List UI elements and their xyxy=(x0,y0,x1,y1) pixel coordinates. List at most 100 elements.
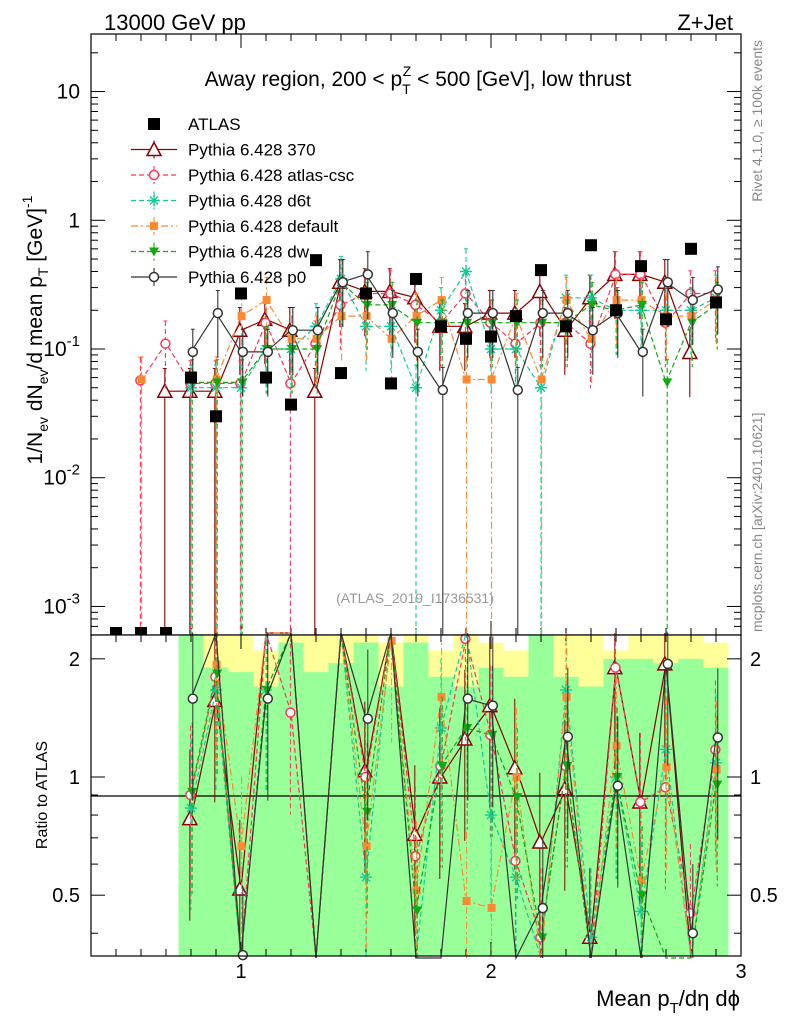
ratio-series-group xyxy=(181,632,724,961)
atlas-point xyxy=(660,313,672,326)
ratio-band-green xyxy=(578,686,604,956)
ratio-band-green xyxy=(678,658,704,956)
y-axis-label: 1/Nev dNev/d mean pT [GeV]-1 xyxy=(19,195,51,464)
legend-marker-dw xyxy=(149,247,159,257)
ratio-point-p0 xyxy=(187,693,199,704)
ratio-point-d6t xyxy=(435,721,447,734)
atlas-point xyxy=(535,264,547,277)
atlas-point xyxy=(310,254,322,267)
point-atlascsc xyxy=(410,299,421,311)
ratio-series-dw xyxy=(187,632,723,959)
ratio-point-p0 xyxy=(487,700,499,711)
legend-label-p0: Pythia 6.428 p0 xyxy=(188,268,306,287)
ratio-point-dw xyxy=(537,933,548,943)
ratio-point-d6t xyxy=(585,931,597,944)
series-p0 xyxy=(187,251,724,635)
point-d6t xyxy=(685,304,697,317)
ratio-band-green xyxy=(203,667,229,956)
point-dw xyxy=(312,345,323,355)
point-default xyxy=(337,312,346,321)
ratio-point-p0 xyxy=(262,693,274,704)
ratio-point-d6t xyxy=(710,756,722,769)
atlas-point xyxy=(210,410,222,423)
process-label: Z+Jet xyxy=(677,10,733,35)
legend-label-default: Pythia 6.428 default xyxy=(188,217,339,236)
point-default xyxy=(462,375,471,384)
atlas-point xyxy=(510,310,522,323)
ratio-point-p370 xyxy=(181,810,199,826)
ratio-point-d6t xyxy=(485,809,497,822)
legend-label-d6t: Pythia 6.428 d6t xyxy=(188,192,311,211)
ratio-point-dw xyxy=(187,787,198,797)
point-p0 xyxy=(312,324,324,336)
point-p0 xyxy=(262,346,274,358)
x-axis-label: Mean pT/dη dϕ xyxy=(596,986,740,1017)
ratio-point-dw xyxy=(637,891,648,901)
point-p0 xyxy=(387,307,399,319)
point-atlascsc xyxy=(285,378,296,389)
ratio-y-tick-label-right: 1 xyxy=(750,767,761,789)
point-d6t xyxy=(635,304,647,317)
point-default xyxy=(637,296,646,305)
ratio-point-default xyxy=(487,903,496,912)
point-p0 xyxy=(287,324,299,336)
legend-marker-default xyxy=(150,222,158,230)
series-line-p0 xyxy=(190,273,717,392)
ratio-panel: 1 2 3 2 2 1 1 0.5 0.5 xyxy=(52,632,778,983)
ratio-point-default xyxy=(362,842,371,851)
point-default xyxy=(612,296,621,305)
ratio-point-p0 xyxy=(662,658,674,670)
series-atlas xyxy=(110,239,722,639)
point-p0 xyxy=(662,277,674,288)
point-p0 xyxy=(562,307,574,319)
main-series-group xyxy=(110,239,724,639)
point-dw xyxy=(237,378,248,388)
rivet-version-label: Rivet 4.1.0, ≥ 100k events xyxy=(749,40,765,202)
ratio-point-p0 xyxy=(687,927,699,939)
point-p0 xyxy=(587,324,599,336)
point-dw xyxy=(362,300,373,310)
point-dw xyxy=(462,318,473,328)
point-p0 xyxy=(187,346,199,358)
legend-marker-atlas xyxy=(148,118,160,130)
atlas-point xyxy=(485,330,497,343)
y-tick-label: 10 xyxy=(57,81,80,104)
point-default xyxy=(412,312,421,321)
legend-entry-atlas: ATLAS xyxy=(148,115,241,134)
x-tick-label: 1 xyxy=(235,961,246,983)
point-dw xyxy=(662,378,673,388)
series-default xyxy=(137,276,721,635)
legend: ATLAS Pythia 6.428 370 Pythia 6.428 atlas-… xyxy=(131,115,355,287)
point-p0 xyxy=(412,346,424,358)
ratio-y-tick-label-left: 2 xyxy=(69,649,80,671)
point-p370 xyxy=(306,382,324,398)
point-dw xyxy=(287,345,298,355)
ratio-y-axis-label: Ratio to ATLAS xyxy=(34,741,51,849)
ratio-point-atlascsc xyxy=(285,707,296,718)
point-default xyxy=(587,334,596,343)
point-d6t xyxy=(185,381,197,394)
ratio-series-atlascsc xyxy=(185,632,721,959)
y-tick-label: 10-2 xyxy=(43,462,80,490)
point-atlascsc xyxy=(160,338,171,349)
ratio-frame-border xyxy=(90,634,742,957)
ratio-point-d6t xyxy=(510,871,522,884)
ratio-point-atlascsc xyxy=(610,662,621,673)
ratio-point-atlascsc xyxy=(360,771,371,783)
ratio-point-default xyxy=(637,876,646,885)
ratio-point-p370 xyxy=(406,825,424,842)
point-p0 xyxy=(337,277,349,288)
point-d6t xyxy=(410,381,422,394)
legend-label-atlas: ATLAS xyxy=(188,115,241,134)
ratio-point-dw xyxy=(437,762,448,772)
ratio-band-green xyxy=(303,672,329,956)
point-dw xyxy=(637,300,648,310)
point-default xyxy=(362,312,371,321)
legend-entry-atlascsc: Pythia 6.428 atlas-csc xyxy=(131,166,355,185)
point-d6t xyxy=(660,304,672,317)
point-p0 xyxy=(687,294,699,306)
point-p370 xyxy=(681,343,699,360)
x-tick-label: 3 xyxy=(735,961,746,983)
series-line-dw xyxy=(191,281,717,385)
atlas-point xyxy=(185,371,197,384)
